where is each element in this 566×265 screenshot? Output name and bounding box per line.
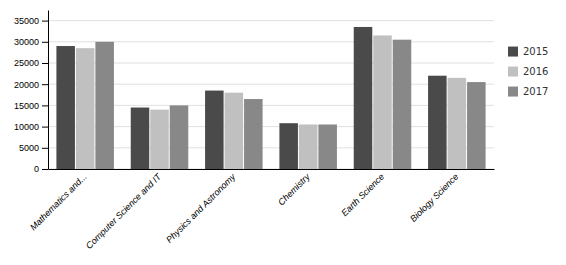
y-tick-mark bbox=[42, 127, 48, 128]
x-tick: Mathematics and... bbox=[28, 172, 89, 233]
y-tick-mark bbox=[42, 63, 48, 64]
legend-item: 2016 bbox=[508, 66, 548, 77]
y-tick-label: 25000 bbox=[14, 58, 39, 68]
x-tick-label: Mathematics and... bbox=[28, 172, 89, 233]
y-tick-label: 5000 bbox=[19, 143, 39, 153]
y-axis-line bbox=[48, 11, 49, 170]
grid-line bbox=[48, 147, 494, 148]
bar bbox=[354, 27, 373, 169]
grid-line bbox=[48, 169, 494, 170]
grid-line bbox=[48, 126, 494, 127]
bar bbox=[95, 42, 114, 169]
grid-line bbox=[48, 41, 494, 42]
legend-label: 2015 bbox=[523, 46, 548, 57]
y-tick-mark bbox=[42, 105, 48, 106]
y-tick-mark bbox=[42, 21, 48, 22]
bar bbox=[225, 93, 244, 169]
grid bbox=[48, 21, 494, 169]
y-tick-label: 20000 bbox=[14, 80, 39, 90]
bar bbox=[373, 35, 392, 169]
y-tick: 20000 bbox=[14, 80, 48, 90]
y-tick: 5000 bbox=[19, 143, 48, 153]
bar bbox=[393, 40, 412, 169]
x-tick: Physics and Astronomy bbox=[164, 171, 238, 245]
chart-svg: 0 5000 10000 15000 20000 25000 30000 35000 Mathe… bbox=[0, 0, 566, 265]
y-tick-mark bbox=[42, 148, 48, 149]
x-tick: Chemistry bbox=[276, 171, 312, 207]
bar bbox=[467, 82, 486, 169]
bar bbox=[318, 124, 337, 169]
legend-swatch bbox=[508, 67, 518, 77]
y-tick: 10000 bbox=[14, 122, 48, 132]
legend: 2015 2016 2017 bbox=[508, 46, 548, 97]
bar bbox=[150, 110, 169, 169]
y-tick-label: 15000 bbox=[14, 101, 39, 111]
y-tick-mark bbox=[42, 42, 48, 43]
legend-swatch bbox=[508, 87, 518, 97]
y-tick-label: 0 bbox=[34, 164, 39, 174]
y-tick-label: 10000 bbox=[14, 122, 39, 132]
y-tick: 35000 bbox=[14, 16, 48, 26]
y-tick-label: 30000 bbox=[14, 37, 39, 47]
x-tick-label: Earth Science bbox=[339, 172, 386, 219]
y-tick: 15000 bbox=[14, 101, 48, 111]
y-tick: 30000 bbox=[14, 37, 48, 47]
legend-item: 2017 bbox=[508, 86, 548, 97]
bar bbox=[131, 108, 150, 169]
y-tick-label: 35000 bbox=[14, 16, 39, 26]
x-tick-label: Biology Science bbox=[408, 172, 460, 224]
bar bbox=[170, 105, 189, 169]
bar bbox=[76, 48, 95, 169]
bar bbox=[56, 46, 75, 169]
x-axis-line bbox=[49, 169, 495, 170]
y-tick: 0 bbox=[34, 164, 48, 174]
bar bbox=[448, 78, 467, 169]
bars bbox=[56, 27, 485, 169]
grid-line bbox=[48, 63, 494, 64]
bar bbox=[299, 124, 318, 169]
chart-container: 0 5000 10000 15000 20000 25000 30000 35000 Mathe… bbox=[0, 0, 566, 265]
bar bbox=[428, 76, 447, 169]
grid-line bbox=[48, 20, 494, 21]
bar bbox=[244, 99, 263, 169]
grid-line bbox=[48, 84, 494, 85]
x-tick-label: Physics and Astronomy bbox=[164, 171, 238, 245]
grid-line bbox=[48, 105, 494, 106]
y-axis: 0 5000 10000 15000 20000 25000 30000 35000 bbox=[14, 11, 49, 175]
x-tick: Computer Science and IT bbox=[84, 171, 164, 251]
x-axis: Mathematics and...Computer Science and I… bbox=[28, 170, 495, 251]
legend-swatch bbox=[508, 47, 518, 57]
legend-item: 2015 bbox=[508, 46, 548, 57]
y-tick: 25000 bbox=[14, 58, 48, 68]
plot-area: 0 5000 10000 15000 20000 25000 30000 35000 Mathe… bbox=[14, 11, 495, 251]
bar bbox=[205, 91, 224, 169]
y-tick-mark bbox=[42, 84, 48, 85]
legend-label: 2016 bbox=[523, 66, 548, 77]
y-tick-mark bbox=[42, 169, 48, 170]
x-tick: Biology Science bbox=[408, 172, 460, 224]
bar bbox=[279, 123, 298, 169]
x-tick: Earth Science bbox=[339, 172, 386, 219]
x-tick-label: Computer Science and IT bbox=[84, 171, 164, 251]
x-tick-label: Chemistry bbox=[276, 171, 312, 207]
legend-label: 2017 bbox=[523, 86, 548, 97]
